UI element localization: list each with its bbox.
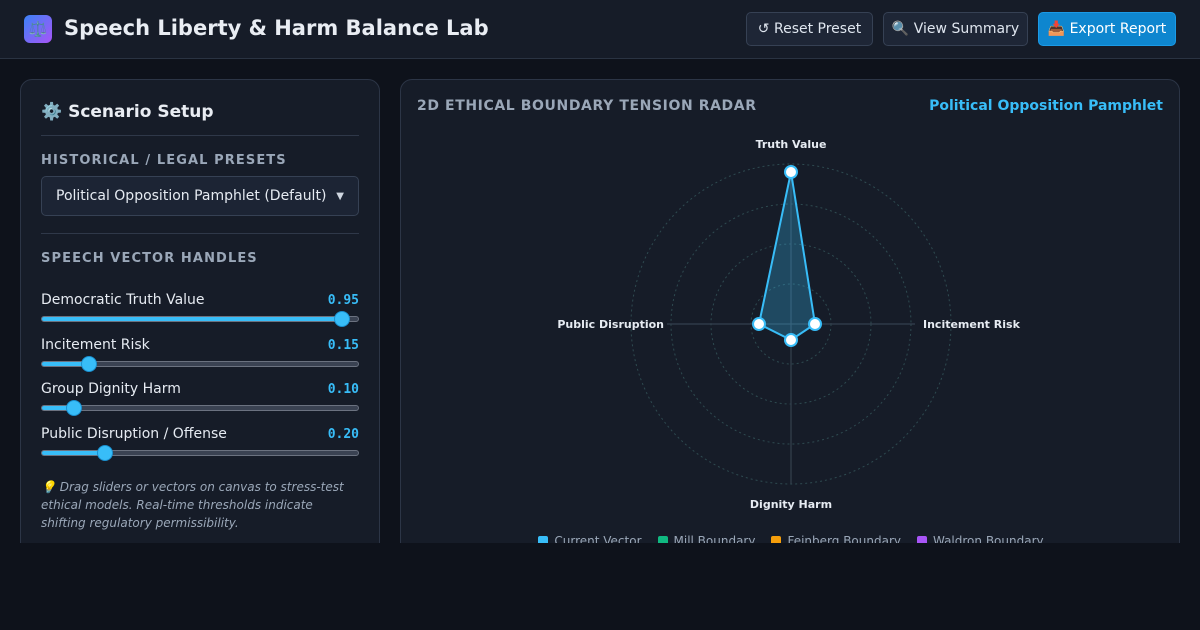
legend-swatch bbox=[538, 536, 549, 543]
radar-chart[interactable]: Truth Value Incitement Risk Dignity Harm… bbox=[401, 80, 1181, 543]
preset-select[interactable]: Political Opposition Pamphlet (Default) … bbox=[41, 176, 359, 216]
slider-track[interactable] bbox=[41, 311, 359, 327]
legend-item: Mill Boundary bbox=[657, 534, 756, 543]
slider-thumb[interactable] bbox=[334, 311, 351, 327]
hint-text: 💡 Drag sliders or vectors on canvas to s… bbox=[41, 480, 344, 530]
slider-value: 0.15 bbox=[327, 338, 359, 353]
radar-legend: Current Vector Mill Boundary Feinberg Bo… bbox=[401, 534, 1181, 543]
slider-track[interactable] bbox=[41, 356, 359, 372]
slider-fill bbox=[42, 317, 343, 321]
main-content: ⚙️ Scenario Setup HISTORICAL / LEGAL PRE… bbox=[0, 60, 1200, 543]
active-preset-label: Political Opposition Pamphlet bbox=[929, 98, 1163, 114]
radar-grid bbox=[630, 163, 952, 485]
slider-thumb[interactable] bbox=[97, 445, 114, 461]
axis-label-dignity: Dignity Harm bbox=[750, 498, 832, 511]
radar-title: 2D ETHICAL BOUNDARY TENSION RADAR bbox=[417, 98, 757, 114]
export-report-button[interactable]: 📥 Export Report bbox=[1038, 12, 1176, 46]
slider-value: 0.20 bbox=[327, 427, 359, 442]
legend-item: Current Vector bbox=[538, 534, 642, 543]
app-title: Speech Liberty & Harm Balance Lab bbox=[64, 16, 489, 40]
legend-label: Mill Boundary bbox=[673, 534, 756, 543]
axis-label-truth: Truth Value bbox=[756, 138, 827, 151]
axis-label-disruption: Public Disruption bbox=[557, 318, 664, 331]
slider-thumb[interactable] bbox=[81, 356, 98, 372]
divider bbox=[41, 135, 359, 136]
slider-fill bbox=[42, 451, 106, 455]
view-summary-button[interactable]: 🔍 View Summary bbox=[883, 12, 1028, 46]
presets-label: HISTORICAL / LEGAL PRESETS bbox=[41, 153, 287, 168]
slider-value: 0.95 bbox=[327, 293, 359, 308]
radar-panel: 2D ETHICAL BOUNDARY TENSION RADAR Politi… bbox=[400, 79, 1180, 543]
scales-icon: ⚖️ bbox=[24, 15, 52, 43]
vector-handle-truth[interactable] bbox=[784, 165, 798, 179]
app-header: ⚖️ Speech Liberty & Harm Balance Lab ↺ R… bbox=[0, 0, 1200, 59]
scenario-setup-panel: ⚙️ Scenario Setup HISTORICAL / LEGAL PRE… bbox=[20, 79, 380, 543]
slider-track[interactable] bbox=[41, 400, 359, 416]
legend-label: Current Vector bbox=[554, 534, 642, 543]
slider-label: Incitement Risk bbox=[41, 337, 150, 353]
vector-handle-dignity[interactable] bbox=[784, 333, 798, 347]
slider-track[interactable] bbox=[41, 445, 359, 461]
legend-swatch bbox=[916, 536, 927, 543]
slider-value: 0.10 bbox=[327, 382, 359, 397]
vector-handles-label: SPEECH VECTOR HANDLES bbox=[41, 251, 258, 266]
axis-label-incitement: Incitement Risk bbox=[923, 318, 1021, 331]
vector-handle-incitement[interactable] bbox=[808, 317, 822, 331]
slider-label: Democratic Truth Value bbox=[41, 292, 205, 308]
current-vector-area bbox=[757, 171, 817, 342]
slider-label: Public Disruption / Offense bbox=[41, 426, 227, 442]
chevron-down-icon: ▼ bbox=[336, 190, 344, 202]
vector-handle-disruption[interactable] bbox=[752, 317, 766, 331]
legend-swatch bbox=[771, 536, 782, 543]
slider-dignity-harm: Group Dignity Harm 0.10 bbox=[41, 381, 359, 417]
legend-label: Waldron Boundary bbox=[932, 534, 1044, 543]
legend-swatch bbox=[657, 536, 668, 543]
reset-preset-button[interactable]: ↺ Reset Preset bbox=[746, 12, 873, 46]
slider-fill bbox=[42, 362, 90, 366]
slider-public-disruption: Public Disruption / Offense 0.20 bbox=[41, 426, 359, 462]
slider-truth-value: Democratic Truth Value 0.95 bbox=[41, 292, 359, 328]
slider-label: Group Dignity Harm bbox=[41, 381, 181, 397]
scenario-setup-title: ⚙️ Scenario Setup bbox=[41, 102, 214, 122]
slider-incitement-risk: Incitement Risk 0.15 bbox=[41, 337, 359, 373]
slider-fill bbox=[42, 406, 74, 410]
legend-item: Feinberg Boundary bbox=[771, 534, 901, 543]
legend-item: Waldron Boundary bbox=[916, 534, 1044, 543]
legend-label: Feinberg Boundary bbox=[787, 534, 901, 543]
slider-thumb[interactable] bbox=[65, 400, 82, 416]
divider bbox=[41, 233, 359, 234]
preset-select-value: Political Opposition Pamphlet (Default) bbox=[56, 188, 327, 204]
